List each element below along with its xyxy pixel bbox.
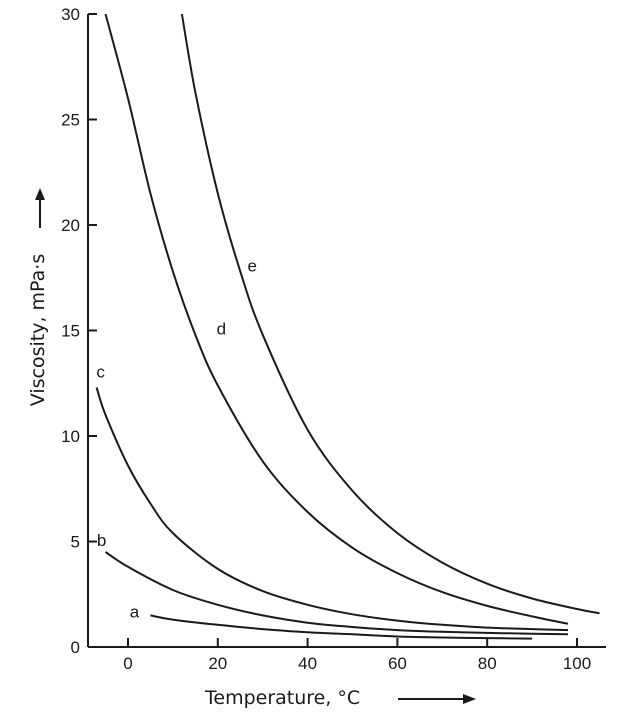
y-tick-label: 20 (61, 216, 80, 235)
series-c-line (95, 387, 569, 632)
x-tick-label: 100 (563, 654, 591, 673)
series-e-label: e (248, 256, 257, 275)
series-b-label: b (97, 531, 106, 550)
y-tick-label: 5 (71, 533, 80, 552)
x-tick-label: 20 (208, 654, 227, 673)
series-d-label: d (217, 320, 226, 339)
series-a-label: a (130, 602, 140, 621)
series-a-line (150, 614, 533, 640)
x-axis-title-group: Temperature, °C (204, 687, 476, 709)
ticks: 0 20 40 60 80 100 0 5 10 15 20 25 30 (61, 5, 591, 673)
curves (95, 13, 600, 640)
series-b-line (104, 551, 569, 636)
y-axis-title-group: Viscosity, mPa·s (27, 188, 49, 406)
x-axis-title: Temperature, °C (204, 687, 360, 709)
x-axis-arrow-icon (463, 694, 476, 704)
y-tick-label: 30 (61, 5, 80, 24)
y-axis-title: Viscosity, mPa·s (27, 254, 49, 406)
y-tick-label: 10 (61, 427, 80, 446)
axes (87, 14, 606, 648)
series-labels: a b c d e (96, 256, 257, 621)
x-tick-label: 80 (478, 654, 497, 673)
x-tick-label: 0 (123, 654, 132, 673)
x-tick-label: 60 (388, 654, 407, 673)
y-tick-label: 25 (61, 111, 80, 130)
y-tick-label: 15 (61, 322, 80, 341)
y-axis-arrow-icon (35, 188, 45, 200)
series-c-label: c (96, 362, 105, 381)
y-tick-label: 0 (71, 638, 80, 657)
series-d-line (104, 13, 569, 625)
series-e-line (180, 13, 600, 615)
x-tick-label: 40 (298, 654, 317, 673)
